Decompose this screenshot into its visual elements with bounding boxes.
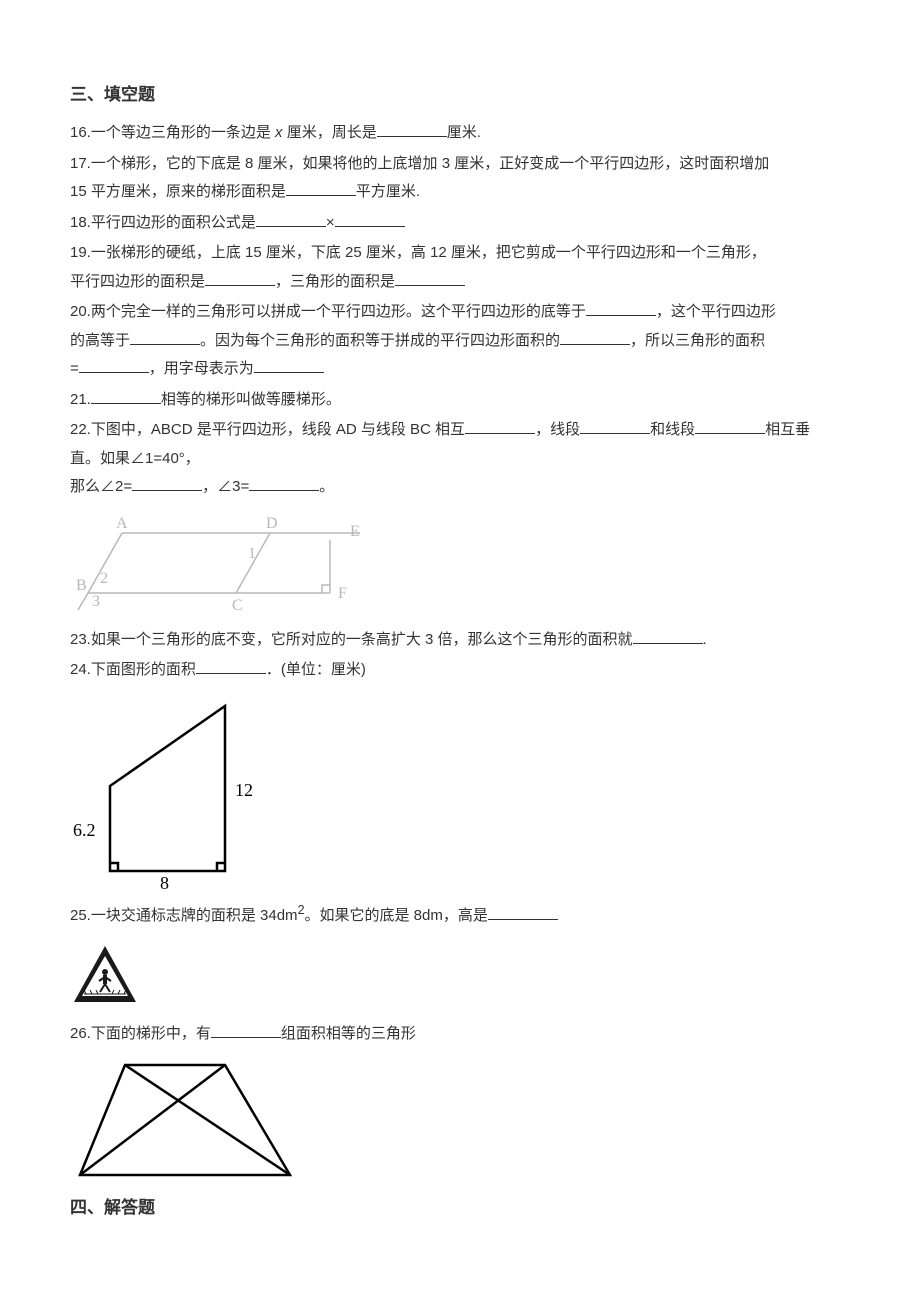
- blank: [586, 301, 656, 316]
- text: ，∠3=: [202, 478, 249, 495]
- section-3-title: 三、填空题: [70, 80, 850, 105]
- text: 相互垂: [765, 421, 810, 438]
- blank: [335, 212, 405, 227]
- text: 下图中，ABCD 是平行四边形，线段 AD 与线段 BC 相互: [91, 421, 465, 438]
- label-D: D: [266, 515, 278, 532]
- label-height: 12: [235, 780, 253, 800]
- text: 一个梯形，它的下底是 8 厘米，如果将他的上底增加 3 厘米，正好变成一个平行四…: [91, 155, 769, 172]
- blank: [633, 629, 703, 644]
- superscript: 2: [298, 903, 305, 917]
- blank: [377, 122, 447, 137]
- question-20: 20.两个完全一样的三角形可以拼成一个平行四边形。这个平行四边形的底等于 ，这个平…: [70, 298, 850, 384]
- text: 15 平方厘米，原来的梯形面积是: [70, 183, 286, 200]
- text: 直。如果∠1=40°，: [70, 450, 200, 467]
- blank: [560, 330, 630, 345]
- qnum: 18.: [70, 214, 91, 231]
- blank: [132, 476, 202, 491]
- qnum: 19.: [70, 244, 91, 261]
- blank: [254, 358, 324, 373]
- text: 如果一个三角形的底不变，它所对应的一条高扩大 3 倍，那么这个三角形的面积就: [91, 631, 633, 648]
- qnum: 25.: [70, 907, 91, 924]
- text: 那么∠2=: [70, 478, 132, 495]
- text: ×: [326, 214, 335, 231]
- text: 和线段: [650, 421, 695, 438]
- blank: [196, 659, 266, 674]
- label-left: 6.2: [73, 820, 96, 840]
- question-25: 25.一块交通标志牌的面积是 34dm2。如果它的底是 8dm，高是: [70, 899, 850, 931]
- text: ．(单位：厘米): [266, 661, 366, 678]
- qnum: 17.: [70, 155, 91, 172]
- text: ，三角形的面积是: [275, 273, 395, 290]
- question-24: 24.下面图形的面积 ．(单位：厘米): [70, 656, 850, 685]
- blank: [249, 476, 319, 491]
- text: 一张梯形的硬纸，上底 15 厘米，下底 25 厘米，高 12 厘米，把它剪成一个…: [91, 244, 766, 261]
- text: ，线段: [535, 421, 580, 438]
- text: =: [70, 360, 79, 377]
- text: 下面的梯形中，有: [91, 1025, 211, 1042]
- question-22: 22.下图中，ABCD 是平行四边形，线段 AD 与线段 BC 相互 ，线段 和线段…: [70, 416, 850, 502]
- figure-q24-trapezoid: 12 6.2 8: [70, 691, 850, 891]
- blank: [79, 358, 149, 373]
- text: 平行四边形的面积是: [70, 273, 205, 290]
- text: .: [703, 631, 707, 648]
- var-x: x: [275, 124, 283, 141]
- blank: [130, 330, 200, 345]
- text: 厘米.: [447, 124, 481, 141]
- text: 。因为每个三角形的面积等于拼成的平行四边形面积的: [200, 332, 560, 349]
- qnum: 24.: [70, 661, 91, 678]
- text: ，用字母表示为: [149, 360, 254, 377]
- section-4-title: 四、解答题: [70, 1193, 850, 1218]
- label-base: 8: [160, 873, 169, 891]
- blank: [395, 271, 465, 286]
- text: 的高等于: [70, 332, 130, 349]
- qnum: 21.: [70, 391, 91, 408]
- blank: [695, 419, 765, 434]
- text: 组面积相等的三角形: [281, 1025, 416, 1042]
- label-B: B: [76, 577, 87, 594]
- question-21: 21. 相等的梯形叫做等腰梯形。: [70, 386, 850, 415]
- text: 平行四边形的面积公式是: [91, 214, 256, 231]
- blank: [286, 181, 356, 196]
- text: 下面图形的面积: [91, 661, 196, 678]
- qnum: 26.: [70, 1025, 91, 1042]
- label-angle2: 2: [100, 570, 108, 587]
- figure-q22-parallelogram: A D E B C F 1 2 3: [70, 508, 850, 618]
- qnum: 23.: [70, 631, 91, 648]
- blank: [465, 419, 535, 434]
- text: ，这个平行四边形: [656, 303, 776, 320]
- qnum: 22.: [70, 421, 91, 438]
- label-F: F: [338, 585, 347, 602]
- label-C: C: [232, 597, 243, 614]
- figure-q26-trapezoid-diagonals: [70, 1055, 850, 1185]
- label-E: E: [350, 523, 360, 540]
- text: ，所以三角形的面积: [630, 332, 765, 349]
- question-17: 17.一个梯形，它的下底是 8 厘米，如果将他的上底增加 3 厘米，正好变成一个…: [70, 150, 850, 207]
- text: 一个等边三角形的一条边是: [91, 124, 275, 141]
- question-16: 16.一个等边三角形的一条边是 x 厘米，周长是 厘米.: [70, 119, 850, 148]
- blank: [488, 905, 558, 920]
- question-18: 18.平行四边形的面积公式是 ×: [70, 209, 850, 238]
- text: 厘米，周长是: [283, 124, 377, 141]
- text: 两个完全一样的三角形可以拼成一个平行四边形。这个平行四边形的底等于: [91, 303, 586, 320]
- text: 。如果它的底是 8dm，高是: [305, 907, 488, 924]
- qnum: 20.: [70, 303, 91, 320]
- blank: [91, 389, 161, 404]
- blank: [256, 212, 326, 227]
- figure-q25-traffic-sign: [70, 944, 850, 1006]
- text: 一块交通标志牌的面积是 34dm: [91, 907, 298, 924]
- blank: [211, 1023, 281, 1038]
- qnum: 16.: [70, 124, 91, 141]
- question-26: 26.下面的梯形中，有 组面积相等的三角形: [70, 1020, 850, 1049]
- label-angle3: 3: [92, 593, 100, 610]
- question-19: 19.一张梯形的硬纸，上底 15 厘米，下底 25 厘米，高 12 厘米，把它剪…: [70, 239, 850, 296]
- text: 相等的梯形叫做等腰梯形。: [161, 391, 341, 408]
- label-A: A: [116, 515, 128, 532]
- text: 。: [319, 478, 334, 495]
- blank: [580, 419, 650, 434]
- question-23: 23.如果一个三角形的底不变，它所对应的一条高扩大 3 倍，那么这个三角形的面积…: [70, 626, 850, 655]
- label-angle1: 1: [248, 545, 256, 562]
- text: 平方厘米.: [356, 183, 420, 200]
- blank: [205, 271, 275, 286]
